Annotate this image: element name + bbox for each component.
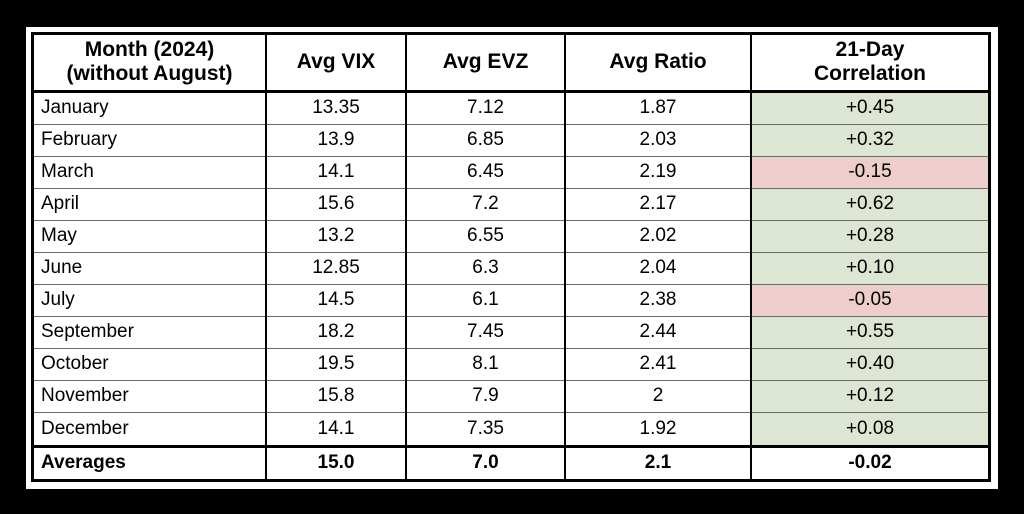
- cell-correlation: +0.28: [751, 220, 988, 253]
- cell-month: February: [34, 124, 267, 157]
- cell-avg-evz: 7.2: [406, 188, 566, 221]
- cell-avg-vix: 14.1: [266, 156, 407, 189]
- cell-month: April: [34, 188, 267, 221]
- cell-avg-ratio: 2.38: [565, 284, 752, 317]
- cell-avg-vix: 19.5: [266, 348, 407, 381]
- cell-month: December: [34, 412, 267, 447]
- table-row: June 12.85 6.3 2.04 +0.10: [34, 252, 988, 285]
- cell-avg-vix: 13.35: [266, 91, 407, 125]
- cell-correlation: +0.45: [751, 91, 988, 125]
- cell-avg-evz: 7.12: [406, 91, 566, 125]
- cell-month: March: [34, 156, 267, 189]
- table-body: January 13.35 7.12 1.87 +0.45 February 1…: [34, 91, 988, 479]
- cell-avg-ratio: 1.92: [565, 412, 752, 447]
- cell-month: July: [34, 284, 267, 317]
- column-header-avg-vix: Avg VIX: [266, 35, 407, 93]
- cell-avg-ratio: 1.87: [565, 91, 752, 125]
- cell-avg-evz: 6.3: [406, 252, 566, 285]
- column-header-avg-evz: Avg EVZ: [406, 35, 566, 93]
- cell-correlation: -0.05: [751, 284, 988, 317]
- cell-avg-vix: 15.6: [266, 188, 407, 221]
- table-header: Month (2024) (without August) Avg VIX Av…: [34, 35, 988, 93]
- cell-correlation: +0.55: [751, 316, 988, 349]
- table-row: January 13.35 7.12 1.87 +0.45: [34, 91, 988, 125]
- cell-correlation: +0.62: [751, 188, 988, 221]
- cell-month: September: [34, 316, 267, 349]
- table-row-averages: Averages 15.0 7.0 2.1 -0.02: [34, 444, 988, 479]
- table-row: May 13.2 6.55 2.02 +0.28: [34, 220, 988, 253]
- table-row: October 19.5 8.1 2.41 +0.40: [34, 348, 988, 381]
- cell-avg-evz: 7.35: [406, 412, 566, 447]
- cell-correlation: +0.12: [751, 380, 988, 413]
- cell-averages-correlation: -0.02: [751, 444, 988, 479]
- cell-correlation: +0.32: [751, 124, 988, 157]
- cell-avg-ratio: 2.03: [565, 124, 752, 157]
- table-header-row: Month (2024) (without August) Avg VIX Av…: [34, 35, 988, 93]
- cell-avg-vix: 14.1: [266, 412, 407, 447]
- column-header-avg-ratio: Avg Ratio: [565, 35, 752, 93]
- table-row: November 15.8 7.9 2 +0.12: [34, 380, 988, 413]
- cell-correlation: +0.08: [751, 412, 988, 447]
- cell-avg-evz: 6.55: [406, 220, 566, 253]
- column-header-month: Month (2024) (without August): [34, 35, 267, 93]
- cell-month: May: [34, 220, 267, 253]
- cell-averages-label: Averages: [34, 444, 267, 479]
- cell-month: November: [34, 380, 267, 413]
- cell-avg-vix: 15.8: [266, 380, 407, 413]
- vix-evz-monthly-table-container: Month (2024) (without August) Avg VIX Av…: [31, 32, 991, 482]
- cell-avg-evz: 7.9: [406, 380, 566, 413]
- cell-month: October: [34, 348, 267, 381]
- cell-avg-evz: 6.45: [406, 156, 566, 189]
- table-row: March 14.1 6.45 2.19 -0.15: [34, 156, 988, 189]
- cell-month: January: [34, 91, 267, 125]
- cell-averages-avg-vix: 15.0: [266, 444, 407, 479]
- table-row: July 14.5 6.1 2.38 -0.05: [34, 284, 988, 317]
- cell-month: June: [34, 252, 267, 285]
- cell-correlation: +0.10: [751, 252, 988, 285]
- cell-avg-ratio: 2.04: [565, 252, 752, 285]
- cell-averages-avg-ratio: 2.1: [565, 444, 752, 479]
- cell-avg-evz: 6.1: [406, 284, 566, 317]
- cell-avg-evz: 6.85: [406, 124, 566, 157]
- cell-avg-vix: 13.9: [266, 124, 407, 157]
- cell-avg-ratio: 2.17: [565, 188, 752, 221]
- cell-avg-ratio: 2.19: [565, 156, 752, 189]
- column-header-21day-correlation: 21-Day Correlation: [751, 35, 988, 93]
- cell-avg-ratio: 2.44: [565, 316, 752, 349]
- table-row: April 15.6 7.2 2.17 +0.62: [34, 188, 988, 221]
- cell-avg-ratio: 2.02: [565, 220, 752, 253]
- cell-avg-vix: 14.5: [266, 284, 407, 317]
- table-row: December 14.1 7.35 1.92 +0.08: [34, 412, 988, 447]
- vix-evz-monthly-table: Month (2024) (without August) Avg VIX Av…: [34, 35, 988, 479]
- cell-avg-vix: 12.85: [266, 252, 407, 285]
- table-row: September 18.2 7.45 2.44 +0.55: [34, 316, 988, 349]
- cell-avg-vix: 13.2: [266, 220, 407, 253]
- cell-avg-ratio: 2.41: [565, 348, 752, 381]
- cell-correlation: -0.15: [751, 156, 988, 189]
- cell-avg-ratio: 2: [565, 380, 752, 413]
- cell-avg-evz: 8.1: [406, 348, 566, 381]
- cell-averages-avg-evz: 7.0: [406, 444, 566, 479]
- cell-avg-vix: 18.2: [266, 316, 407, 349]
- cell-avg-evz: 7.45: [406, 316, 566, 349]
- cell-correlation: +0.40: [751, 348, 988, 381]
- table-row: February 13.9 6.85 2.03 +0.32: [34, 124, 988, 157]
